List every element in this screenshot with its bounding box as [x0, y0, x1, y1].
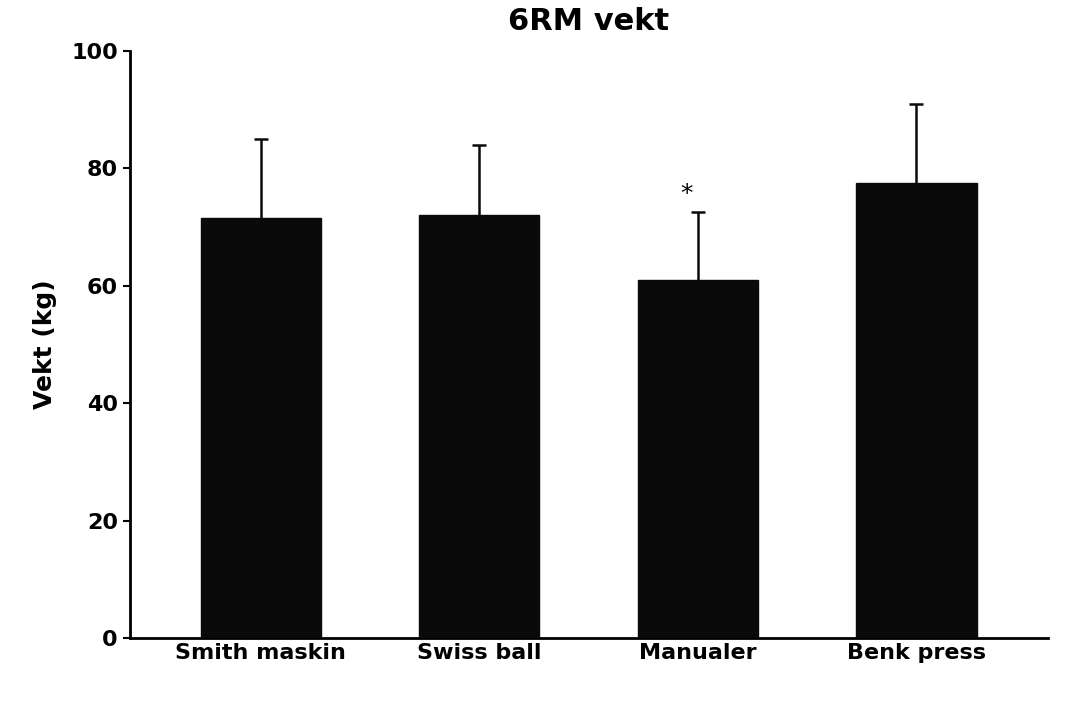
Bar [638, 280, 758, 638]
Bar [201, 218, 321, 638]
Bar [856, 183, 976, 638]
Text: *: * [680, 183, 693, 207]
Y-axis label: Vekt (kg): Vekt (kg) [33, 280, 57, 409]
Title: 6RM vekt: 6RM vekt [508, 7, 670, 36]
Bar [419, 215, 539, 638]
